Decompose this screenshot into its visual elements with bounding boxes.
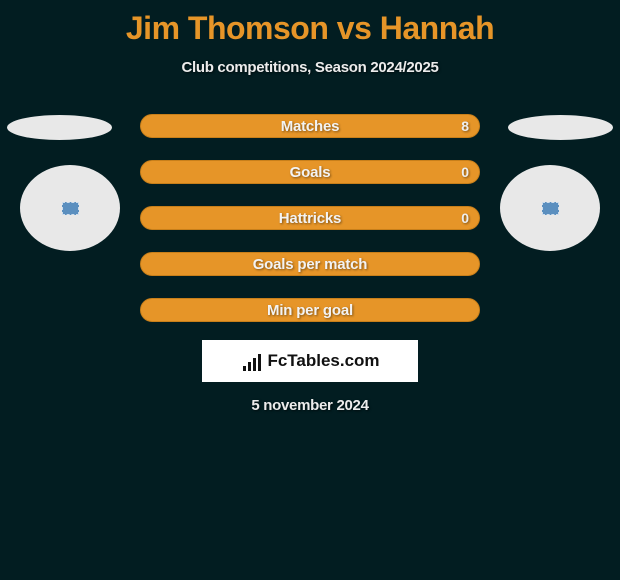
player-left-avatar (20, 165, 120, 251)
placeholder-icon (542, 202, 559, 215)
stat-value: 0 (461, 164, 469, 180)
date-text: 5 november 2024 (0, 397, 620, 414)
logo-text: FcTables.com (267, 351, 379, 371)
page-subtitle: Club competitions, Season 2024/2025 (0, 59, 620, 76)
player-right-avatar (500, 165, 600, 251)
stat-row-goals-per-match: Goals per match (140, 252, 480, 276)
bar-chart-icon (240, 351, 262, 371)
placeholder-icon (62, 202, 79, 215)
player-right-oval (508, 115, 613, 140)
source-logo: FcTables.com (202, 340, 418, 382)
page-title: Jim Thomson vs Hannah (0, 0, 620, 47)
stat-value: 8 (461, 118, 469, 134)
stat-label: Hattricks (279, 210, 341, 227)
stat-label: Goals per match (253, 256, 368, 273)
stat-rows: Matches 8 Goals 0 Hattricks 0 Goals per … (140, 114, 480, 322)
stat-row-matches: Matches 8 (140, 114, 480, 138)
stat-row-min-per-goal: Min per goal (140, 298, 480, 322)
stat-row-goals: Goals 0 (140, 160, 480, 184)
stat-label: Matches (281, 118, 340, 135)
stat-row-hattricks: Hattricks 0 (140, 206, 480, 230)
stat-label: Min per goal (267, 302, 353, 319)
stat-label: Goals (290, 164, 331, 181)
stat-value: 0 (461, 210, 469, 226)
comparison-panel: Matches 8 Goals 0 Hattricks 0 Goals per … (0, 114, 620, 414)
player-left-oval (7, 115, 112, 140)
